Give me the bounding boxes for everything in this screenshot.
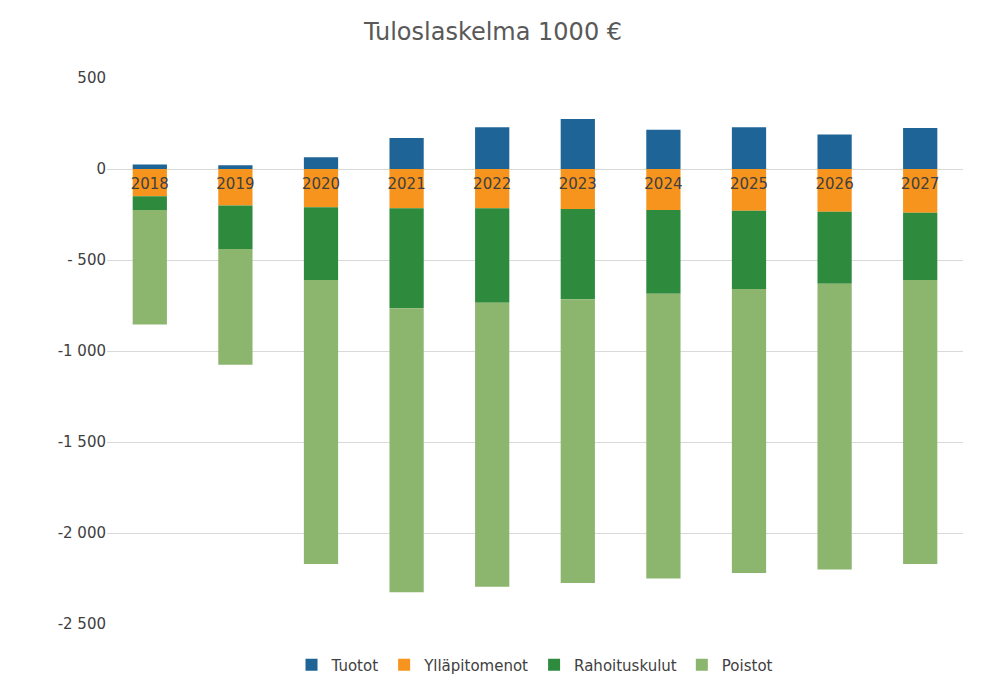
svg-text:2023: 2023 (559, 175, 597, 193)
svg-text:Tuotot: Tuotot (331, 657, 379, 675)
svg-text:- 500: - 500 (67, 251, 106, 269)
svg-text:2022: 2022 (473, 175, 511, 193)
svg-text:2024: 2024 (644, 175, 682, 193)
svg-text:2027: 2027 (901, 175, 939, 193)
svg-text:2018: 2018 (131, 175, 169, 193)
svg-text:Tuloslaskelma 1000 €: Tuloslaskelma 1000 € (363, 18, 622, 46)
svg-text:500: 500 (77, 69, 106, 87)
svg-text:2021: 2021 (388, 175, 426, 193)
svg-text:Ylläpitomenot: Ylläpitomenot (423, 657, 528, 675)
svg-text:-1 000: -1 000 (58, 342, 106, 360)
svg-text:-1 500: -1 500 (58, 433, 106, 451)
svg-text:2026: 2026 (816, 175, 854, 193)
svg-text:-2 000: -2 000 (58, 524, 106, 542)
svg-text:Poistot: Poistot (722, 657, 773, 675)
svg-text:2019: 2019 (216, 175, 254, 193)
svg-text:-2 500: -2 500 (58, 615, 106, 633)
svg-text:2020: 2020 (302, 175, 340, 193)
svg-text:0: 0 (96, 160, 106, 178)
svg-text:2025: 2025 (730, 175, 768, 193)
svg-text:Rahoituskulut: Rahoituskulut (574, 657, 677, 675)
